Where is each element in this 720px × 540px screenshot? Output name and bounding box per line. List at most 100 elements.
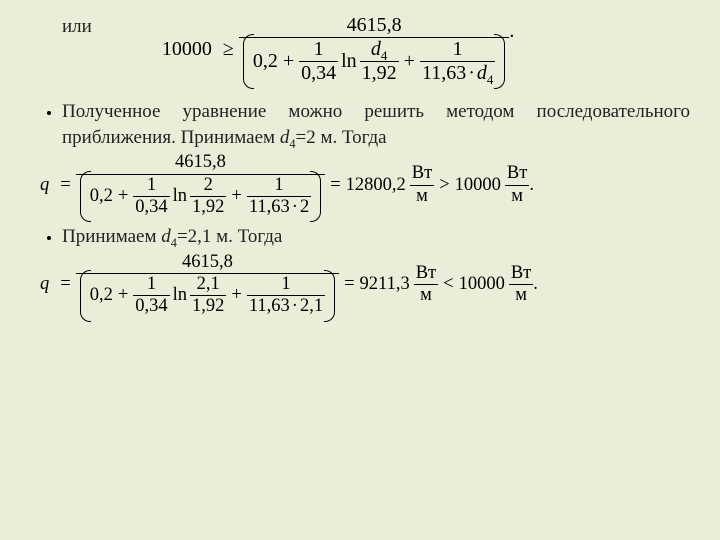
eq3-f3-pre: 11,63 [249, 296, 290, 316]
eq3-frac3: 1 11,63·2,1 [247, 274, 325, 318]
eq1-lhs: 10000 [162, 38, 218, 61]
eq1-f3-var: d [477, 62, 487, 84]
eq1-frac1: 1 0,34 [299, 38, 338, 85]
eq1-frac2-sub: 4 [381, 48, 388, 63]
eq1-denominator: 0,2 + 1 0,34 ln d4 1,92 [239, 38, 510, 85]
eq3-den-a: 0,2 [90, 285, 113, 306]
eq3-den-row: 0,2 + 1 0,34 ln 2,1 1,92 + [90, 274, 325, 318]
eq3-unit2: Вт м [509, 263, 533, 307]
eq3-f1d: 0,34 [133, 296, 169, 317]
eq3-ln: ln [170, 285, 190, 306]
eq3-paren: 0,2 + 1 0,34 ln 2,1 1,92 + [80, 274, 335, 318]
equation-2: q = 4615,8 0,2 + 1 0,34 ln [40, 152, 534, 218]
eq3-f3-post: 2,1 [300, 296, 323, 316]
bullet-3-line: Принимаем d4=2,1 м. Тогда [62, 226, 282, 247]
eq2-frac1: 1 0,34 [133, 175, 169, 219]
eq2-u2n: Вт [505, 163, 529, 185]
eq3-den: 0,2 + 1 0,34 ln 2,1 1,92 + [76, 274, 339, 318]
eq3-cmp-val: 10000 [459, 274, 505, 295]
equation-1: 10000 ≥ 4615,8 0,2 + 1 0,34 [162, 14, 515, 85]
eq2-paren: 0,2 + 1 0,34 ln 2 1,92 + [80, 175, 322, 219]
bullet-1: или 10000 ≥ 4615,8 0,2 + 1 [62, 14, 690, 85]
eq2-numerator: 4615,8 [76, 152, 326, 174]
eq1-f3-sub: 4 [487, 72, 494, 87]
eq1-frac3-num: 1 [420, 38, 495, 62]
eq2-f1n: 1 [133, 175, 169, 197]
eq3-f2n: 2,1 [190, 274, 226, 296]
eq1-main-frac: 4615,8 0,2 + 1 0,34 ln [239, 14, 510, 85]
eq3-f3n: 1 [247, 274, 325, 296]
eq3-op: = [55, 274, 75, 295]
eq3-lhs: q [40, 274, 55, 295]
eq1-tail: . [509, 14, 514, 43]
eq2-ln: ln [170, 186, 190, 207]
eq2-cmp: > [434, 175, 454, 196]
eq2-den-a: 0,2 [90, 186, 113, 207]
eq3-res-eq: = [339, 274, 359, 295]
eq3-frac2: 2,1 1,92 [190, 274, 226, 318]
eq1-f3-dot: · [466, 62, 477, 84]
eq2-lhs: q [40, 175, 55, 196]
eq1-frac3-den: 11,63·d4 [420, 62, 495, 85]
eq2-f3-pre: 11,63 [249, 197, 290, 217]
slide: или 10000 ≥ 4615,8 0,2 + 1 [0, 0, 720, 540]
eq1-den-a: 0,2 [253, 50, 278, 73]
eq2-plus2: + [226, 186, 246, 207]
eq2-f3n: 1 [247, 175, 311, 197]
eq2-den-row: 0,2 + 1 0,34 ln 2 1,92 + [90, 175, 312, 219]
eq3-u1d: м [414, 285, 438, 306]
eq2-frac3: 1 11,63·2 [247, 175, 311, 219]
bullet-2-var: d [280, 127, 290, 148]
eq1-frac1-num: 1 [299, 38, 338, 62]
bullet-3-var: d [161, 226, 171, 247]
eq1-numerator: 4615,8 [239, 14, 510, 38]
eq1-frac2-var: d [371, 38, 381, 60]
eq2-unit1: Вт м [410, 163, 434, 207]
eq3-main-frac: 4615,8 0,2 + 1 0,34 ln 2,1 [76, 252, 339, 318]
eq2-res-eq: = [325, 175, 345, 196]
eq2-denominator: 0,2 + 1 0,34 ln 2 1,92 + [76, 175, 326, 219]
eq3-num: 4615,8 [76, 252, 339, 274]
eq2-f3d: 11,63·2 [247, 197, 311, 218]
eq2-plus1: + [113, 186, 133, 207]
eq2-cmp-val: 10000 [455, 175, 501, 196]
eq2-f2n: 2 [190, 175, 226, 197]
bullet-2: Полученное уравнение можно решить методо… [62, 99, 690, 150]
eq1-frac2-num: d4 [360, 38, 399, 62]
bullet-3: Принимаем d4=2,1 м. Тогда [62, 224, 690, 250]
equation-3: q = 4615,8 0,2 + 1 0,34 ln [40, 252, 538, 318]
bullet-3-after: =2,1 м. Тогда [177, 226, 282, 247]
eq2-op: = [55, 175, 75, 196]
eq2-main-frac: 4615,8 0,2 + 1 0,34 ln 2 [76, 152, 326, 218]
bullet-1-text: или [62, 14, 92, 40]
bullet-list-2: Принимаем d4=2,1 м. Тогда [40, 224, 690, 250]
equation-3-block: q = 4615,8 0,2 + 1 0,34 ln [40, 252, 690, 318]
bullet-2-line: Полученное уравнение можно решить методо… [62, 99, 690, 150]
eq3-f2d: 1,92 [190, 296, 226, 317]
eq3-u2n: Вт [509, 263, 533, 285]
eq3-plus1: + [113, 285, 133, 306]
eq2-f2d: 1,92 [190, 197, 226, 218]
eq1-frac2: d4 1,92 [360, 38, 399, 85]
eq3-res-val: 9211,3 [360, 274, 410, 295]
eq1-frac1-den: 0,34 [299, 62, 338, 85]
bullet-2-after: =2 м. Тогда [296, 127, 387, 148]
eq2-f3-post: 2 [300, 197, 309, 217]
eq3-cmp: < [438, 274, 458, 295]
eq2-u1n: Вт [410, 163, 434, 185]
eq1-f3-pre: 11,63 [422, 62, 466, 84]
eq2-tail: . [529, 175, 534, 196]
eq1-frac3: 1 11,63·d4 [420, 38, 495, 85]
eq3-tail: . [533, 274, 538, 295]
eq3-plus2: + [226, 285, 246, 306]
eq1-ln: ln [338, 50, 360, 73]
eq1-frac2-den: 1,92 [360, 62, 399, 85]
eq2-frac2: 2 1,92 [190, 175, 226, 219]
eq3-u1n: Вт [414, 263, 438, 285]
equation-2-block: q = 4615,8 0,2 + 1 0,34 ln [40, 152, 690, 218]
eq3-f1n: 1 [133, 274, 169, 296]
eq2-res-val: 12800,2 [346, 175, 406, 196]
eq1-plus2: + [399, 50, 420, 73]
eq3-f3-dot: · [290, 296, 300, 316]
eq3-unit1: Вт м [414, 263, 438, 307]
